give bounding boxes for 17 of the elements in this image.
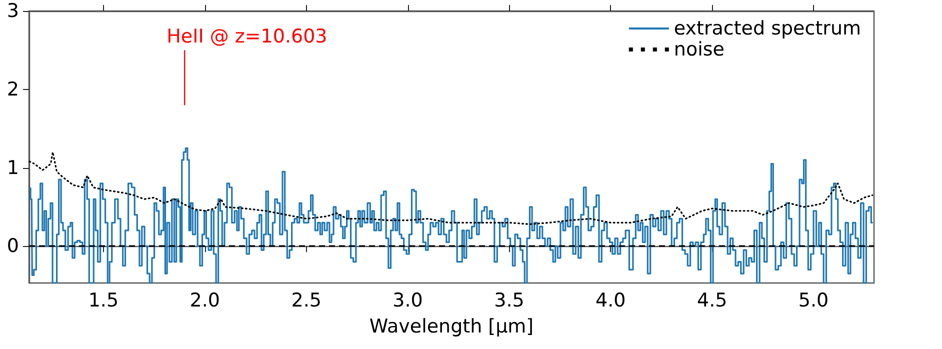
x-tick-label: 2.5	[291, 290, 322, 312]
legend-label: noise	[674, 38, 724, 60]
x-tick-label: 3.5	[494, 290, 524, 312]
y-tick-label: 3	[6, 0, 19, 22]
annotation: HeII @ z=10.603	[166, 26, 328, 48]
x-tick-label: 4.5	[696, 290, 728, 312]
x-tick-label: 5.0	[798, 290, 829, 312]
x-tick-label: 4.0	[596, 290, 626, 312]
x-tick-label: 2.0	[190, 290, 220, 312]
legend-label: extracted spectrum	[674, 18, 862, 40]
x-axis-title: Wavelength [μm]	[369, 316, 534, 338]
y-tick-label: 0	[6, 235, 19, 258]
y-tick-label: 1	[6, 156, 19, 179]
x-tick-label: 1.5	[88, 290, 119, 312]
x-tick-label: 3.0	[392, 290, 423, 312]
y-tick-label: 2	[6, 78, 19, 100]
line-series	[28, 151, 874, 226]
